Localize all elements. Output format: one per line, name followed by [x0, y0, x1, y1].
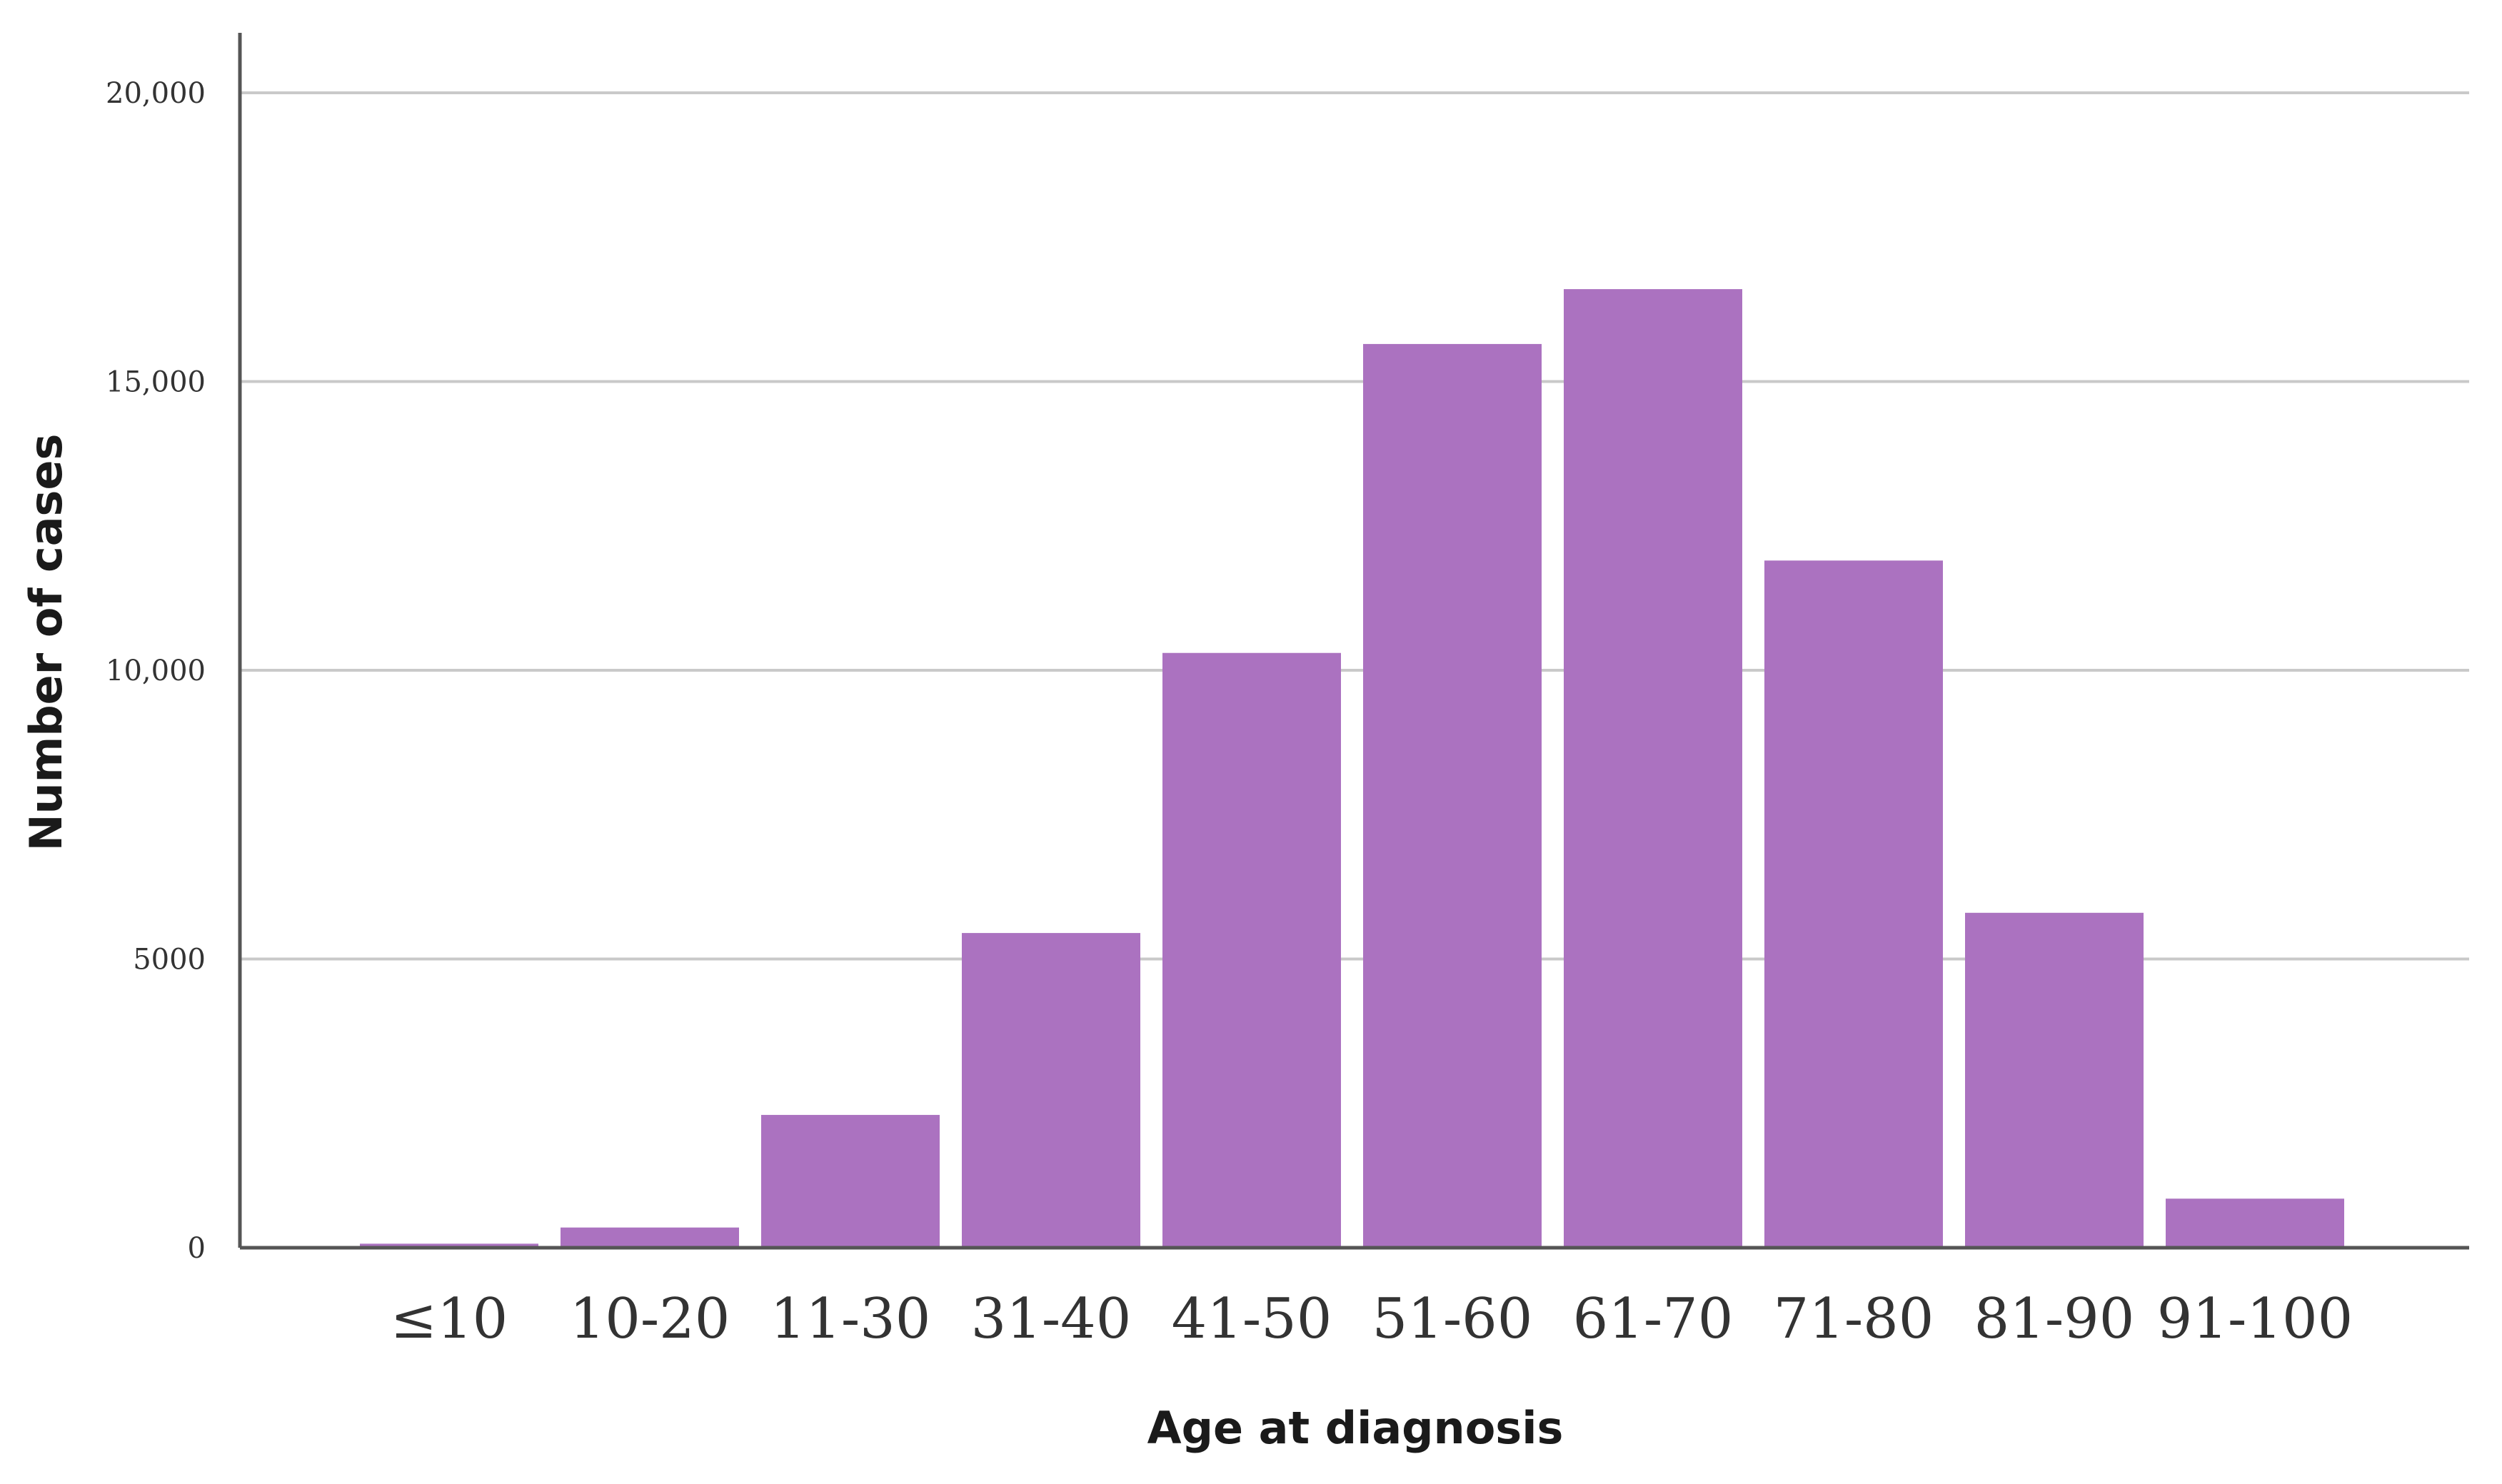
x-tick-labels: ≤10 10-20 11-30 31-40 41-50 51-60 61-70 71-80 81… [391, 1287, 2353, 1351]
bar-51-60 [1363, 343, 1542, 1248]
x-tick-label: 81-90 [1974, 1287, 2135, 1351]
bar-71-80 [1764, 560, 1943, 1248]
x-tick-label: ≤10 [391, 1287, 508, 1351]
bar-10-20 [561, 1227, 739, 1248]
bar-31-40 [962, 933, 1140, 1248]
bar-91-100 [2166, 1198, 2344, 1248]
gridlines [240, 91, 2469, 961]
bars [360, 289, 2344, 1248]
bar-61-70 [1564, 289, 1742, 1248]
x-tick-label: 10-20 [570, 1287, 730, 1351]
y-tick-labels: 0 5000 10,000 15,000 20,000 [106, 77, 206, 1265]
y-axis-title: Number of cases [20, 434, 72, 852]
x-tick-label: 51-60 [1372, 1287, 1533, 1351]
x-axis-title: Age at diagnosis [1147, 1402, 1564, 1454]
y-tick-label: 0 [188, 1232, 206, 1265]
axes [238, 33, 2469, 1250]
x-tick-label: 61-70 [1573, 1287, 1734, 1351]
x-tick-label: 11-30 [770, 1287, 931, 1351]
y-tick-label: 15,000 [106, 366, 206, 399]
x-tick-label: 91-100 [2157, 1287, 2353, 1351]
x-tick-label: 41-50 [1172, 1287, 1332, 1351]
bar-≤10 [360, 1243, 538, 1248]
y-tick-label: 20,000 [106, 77, 206, 110]
bar-11-30 [761, 1114, 940, 1248]
bar-81-90 [1965, 912, 2144, 1248]
x-tick-label: 31-40 [971, 1287, 1132, 1351]
y-tick-label: 5000 [133, 944, 206, 976]
x-tick-label: 71-80 [1774, 1287, 1934, 1351]
y-tick-label: 10,000 [106, 655, 206, 687]
bar-41-50 [1162, 652, 1341, 1248]
